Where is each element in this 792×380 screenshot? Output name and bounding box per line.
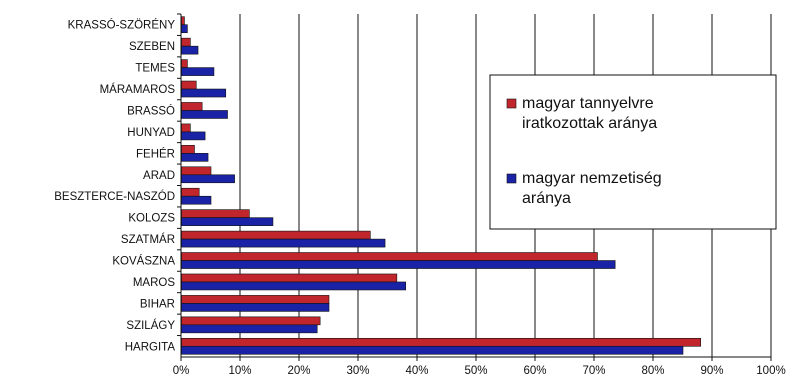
legend-label-tannyelv: magyar tannyelvre iratkozottak aránya [522,95,658,132]
axes [177,13,772,361]
x-tick-label: 70% [582,365,605,377]
legend-swatch-nemzetiseg [506,173,517,184]
tick-labels: 0% 10% 20% 30% 40% 50% 60% 70% 80% 90% 100% [173,365,786,377]
category-label-hunyad: HUNYAD [127,127,175,139]
bar-maros-series-1 [181,273,398,283]
legend-label-nemzetiseg-line1: magyar nemzetiség [522,170,662,187]
bar-szeben-series-2 [181,45,199,55]
category-label-szeben: SZEBEN [129,41,175,53]
x-tick-label: 80% [641,365,664,377]
category-labels: KRASSÓ-SZÖRÉNY SZEBEN TEMES MÁRAMAROS BRASSÓ… [54,19,175,354]
category-label-arad: ARAD [143,170,175,182]
bar-maramaros-series-1 [181,80,197,90]
category-label-szatmar: SZATMÁR [121,233,175,246]
bars [181,16,702,355]
bar-bihar-series-2 [181,303,330,312]
category-label-krasso-szoreny: KRASSÓ-SZÖRÉNY [68,19,176,32]
category-label-bihar: BIHAR [140,298,175,310]
bar-krasso-szoreny-series-2 [181,24,188,34]
bar-kovaszna-series-2 [181,260,616,269]
legend: magyar tannyelvre iratkozottak aránya ma… [489,74,777,230]
category-label-feher: FEHÉR [136,147,175,160]
bar-szilagy-series-2 [181,324,318,334]
bar-bihar-series-1 [181,295,330,304]
x-tick-label: 20% [287,365,310,377]
category-label-maros: MAROS [133,277,176,289]
category-label-szilagy: SZILÁGY [126,319,175,332]
x-tick-label: 40% [405,365,428,377]
bar-szatmar-series-2 [181,238,386,248]
bar-maros-series-2 [181,281,406,291]
x-tick-label: 10% [228,365,251,377]
legend-swatch-tannyelv [506,98,517,109]
bar-beszterce-naszod-series-1 [181,187,200,197]
x-tick-label: 0% [173,365,190,377]
legend-box [489,74,777,230]
bar-hunyad-series-1 [181,123,191,133]
bar-brasso-series-1 [181,102,203,111]
bar-szeben-series-1 [181,37,191,47]
bar-krasso-szoreny-series-1 [181,16,185,26]
legend-label-nemzetiseg: magyar nemzetiség aránya [522,170,666,207]
x-tick-label: 100% [756,365,785,377]
bar-temes-series-2 [181,67,215,76]
bar-hargita-series-2 [181,345,684,355]
bar-feher-series-1 [181,145,195,154]
bar-feher-series-2 [181,153,209,162]
bar-kolozs-series-1 [181,209,250,218]
category-label-maramaros: MÁRAMAROS [100,83,176,96]
x-tick-label: 50% [464,365,487,377]
category-label-kovaszna: KOVÁSZNA [112,255,175,268]
bar-maramaros-series-2 [181,88,227,98]
bar-hunyad-series-2 [181,131,206,141]
bar-arad-series-2 [181,174,235,184]
legend-label-tannyelv-line1: magyar tannyelvre [522,95,654,112]
x-tick-label: 60% [523,365,546,377]
bar-kolozs-series-2 [181,217,274,226]
bar-hargita-series-1 [181,337,702,347]
x-tick-label: 30% [346,365,369,377]
category-label-hargita: HARGITA [125,341,176,353]
category-label-beszterce-naszod: BESZTERCE-NASZÓD [54,190,175,203]
bar-temes-series-1 [181,59,188,68]
bar-arad-series-1 [181,166,212,176]
legend-label-tannyelv-line2: iratkozottak aránya [522,115,657,132]
category-label-brasso: BRASSÓ [127,104,175,117]
bar-szilagy-series-1 [181,316,321,326]
bar-brasso-series-2 [181,110,228,119]
bar-beszterce-naszod-series-2 [181,195,212,205]
category-label-temes: TEMES [135,63,175,75]
bar-szatmar-series-1 [181,230,371,240]
bar-kovaszna-series-1 [181,252,598,261]
legend-label-nemzetiseg-line2: aránya [522,190,571,207]
category-label-kolozs: KOLOZS [128,213,175,225]
x-tick-label: 90% [700,365,723,377]
